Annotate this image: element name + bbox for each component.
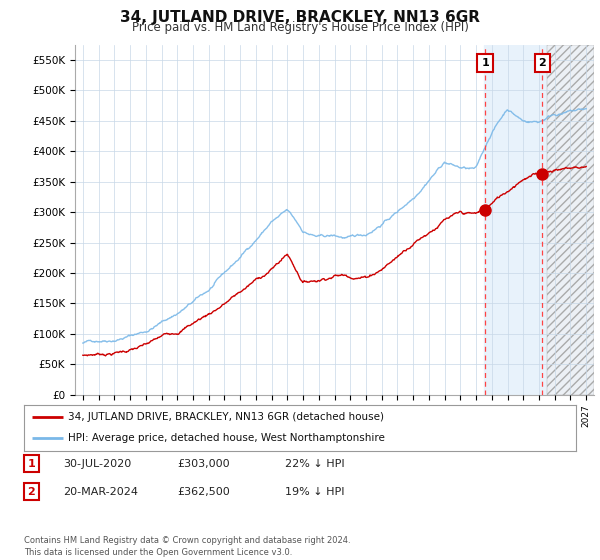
Text: 30-JUL-2020: 30-JUL-2020 xyxy=(63,459,131,469)
Text: 34, JUTLAND DRIVE, BRACKLEY, NN13 6GR: 34, JUTLAND DRIVE, BRACKLEY, NN13 6GR xyxy=(120,10,480,25)
Text: 20-MAR-2024: 20-MAR-2024 xyxy=(63,487,138,497)
Text: 22% ↓ HPI: 22% ↓ HPI xyxy=(285,459,344,469)
Text: 1: 1 xyxy=(481,58,489,68)
Text: HPI: Average price, detached house, West Northamptonshire: HPI: Average price, detached house, West… xyxy=(68,433,385,444)
Text: 2: 2 xyxy=(28,487,35,497)
Bar xyxy=(484,45,594,395)
Bar xyxy=(547,45,594,395)
Text: Price paid vs. HM Land Registry's House Price Index (HPI): Price paid vs. HM Land Registry's House … xyxy=(131,21,469,34)
Text: 34, JUTLAND DRIVE, BRACKLEY, NN13 6GR (detached house): 34, JUTLAND DRIVE, BRACKLEY, NN13 6GR (d… xyxy=(68,412,384,422)
Bar xyxy=(547,45,594,395)
Text: £303,000: £303,000 xyxy=(177,459,230,469)
Text: 19% ↓ HPI: 19% ↓ HPI xyxy=(285,487,344,497)
Text: £362,500: £362,500 xyxy=(177,487,230,497)
Text: 2: 2 xyxy=(539,58,546,68)
Text: Contains HM Land Registry data © Crown copyright and database right 2024.
This d: Contains HM Land Registry data © Crown c… xyxy=(24,536,350,557)
Text: 1: 1 xyxy=(28,459,35,469)
